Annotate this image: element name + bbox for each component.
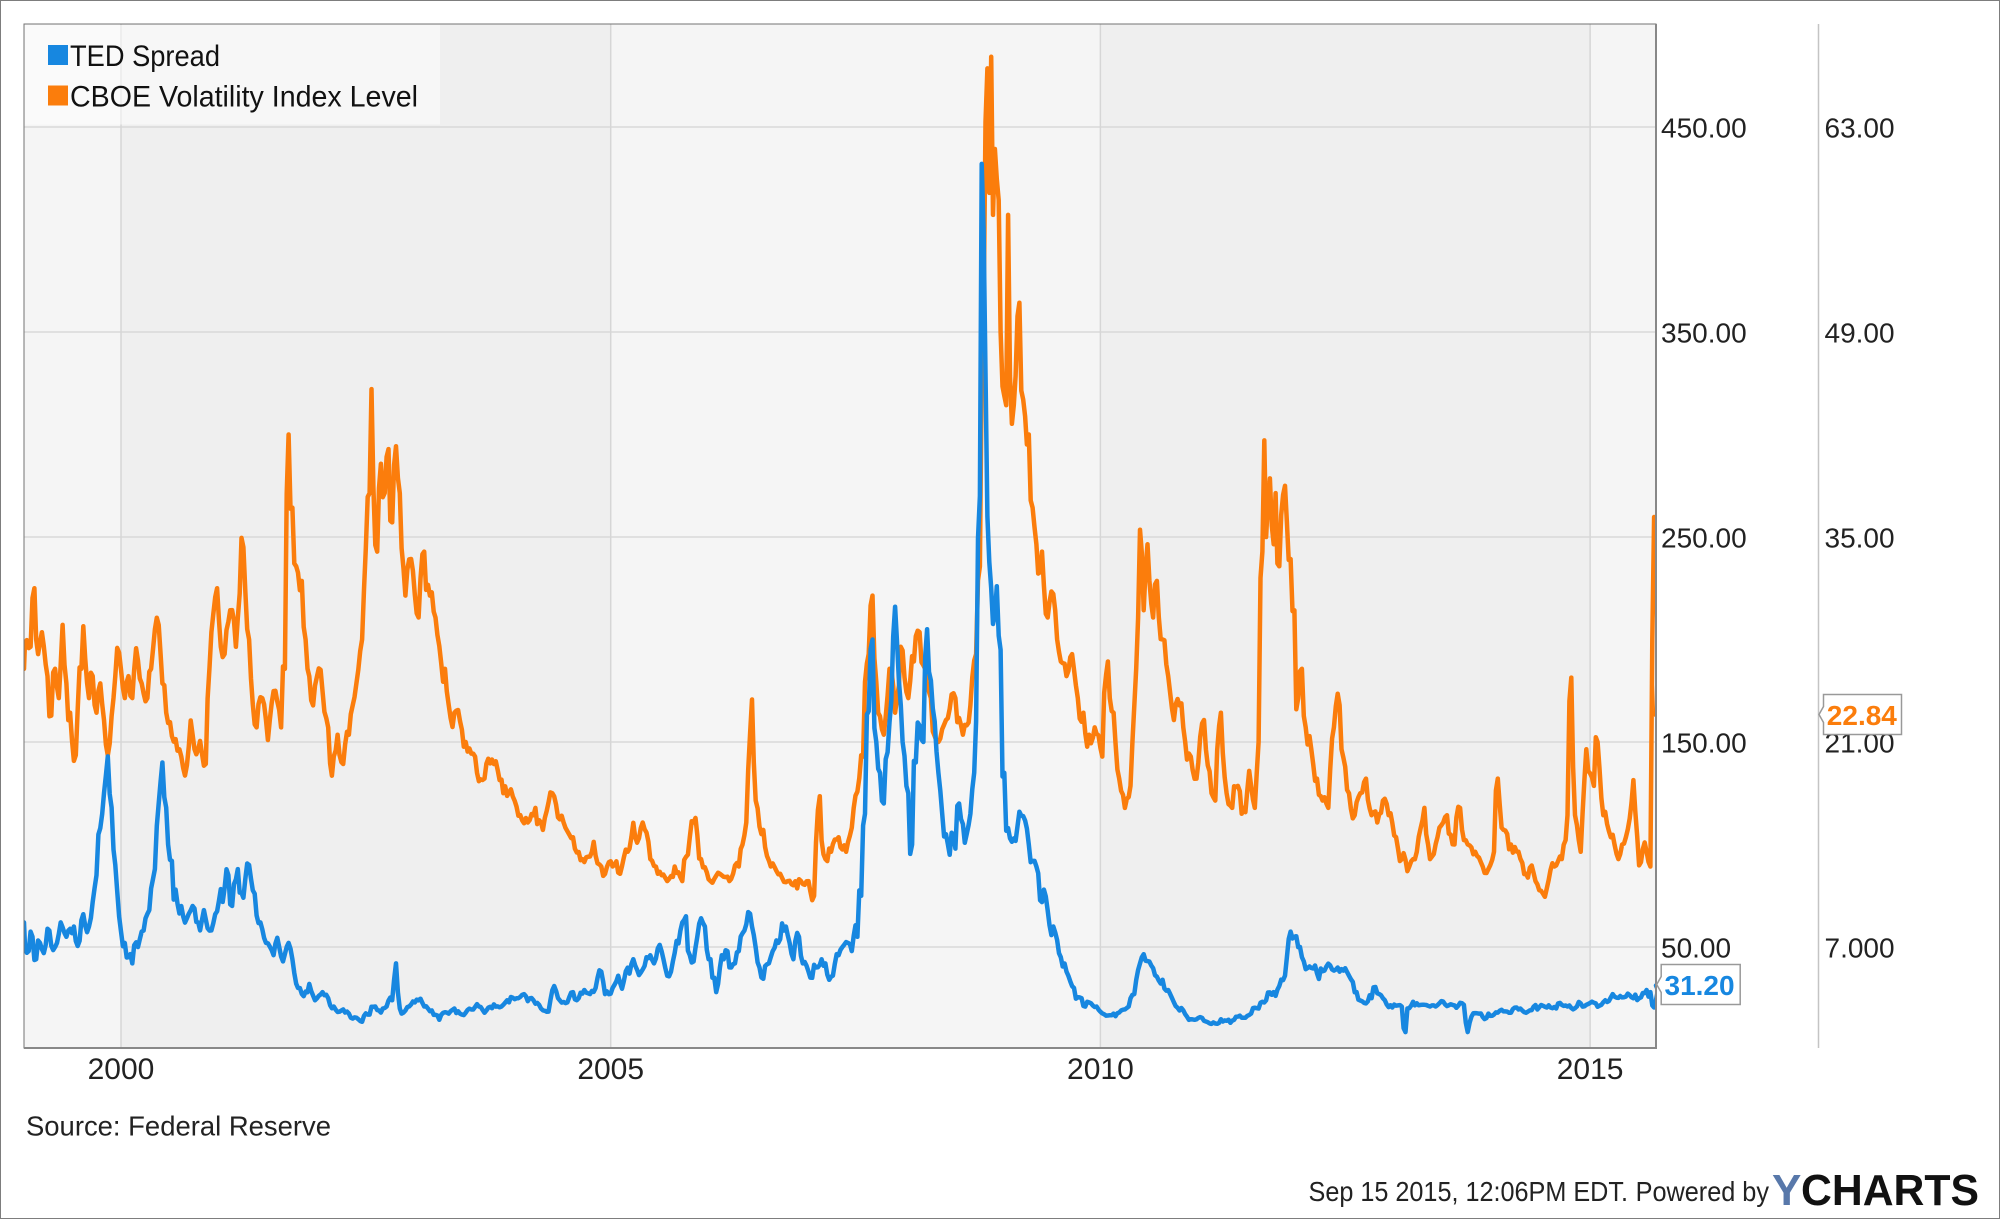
svg-text:Sep 15 2015, 12:06PM EDT.: Sep 15 2015, 12:06PM EDT. xyxy=(1309,1176,1629,1207)
svg-text:Powered by: Powered by xyxy=(1636,1176,1769,1207)
svg-text:CHARTS: CHARTS xyxy=(1801,1166,1979,1215)
svg-text:350.00: 350.00 xyxy=(1661,318,1747,349)
svg-text:TED Spread: TED Spread xyxy=(70,40,220,73)
svg-text:63.00: 63.00 xyxy=(1825,113,1895,144)
svg-text:Y: Y xyxy=(1772,1166,1801,1215)
svg-text:22.84: 22.84 xyxy=(1827,700,1897,731)
svg-text:150.00: 150.00 xyxy=(1661,728,1747,759)
svg-text:7.000: 7.000 xyxy=(1825,933,1895,964)
svg-text:CBOE Volatility Index Level: CBOE Volatility Index Level xyxy=(70,81,418,114)
svg-text:Source: Federal Reserve: Source: Federal Reserve xyxy=(26,1111,331,1142)
svg-text:2015: 2015 xyxy=(1557,1053,1624,1086)
svg-text:31.20: 31.20 xyxy=(1665,970,1735,1001)
svg-text:250.00: 250.00 xyxy=(1661,523,1747,554)
svg-text:35.00: 35.00 xyxy=(1825,523,1895,554)
svg-text:2010: 2010 xyxy=(1067,1053,1134,1086)
svg-text:49.00: 49.00 xyxy=(1825,318,1895,349)
svg-text:2005: 2005 xyxy=(577,1053,644,1086)
svg-text:50.00: 50.00 xyxy=(1661,933,1731,964)
svg-text:2000: 2000 xyxy=(88,1053,155,1086)
svg-text:450.00: 450.00 xyxy=(1661,113,1747,144)
